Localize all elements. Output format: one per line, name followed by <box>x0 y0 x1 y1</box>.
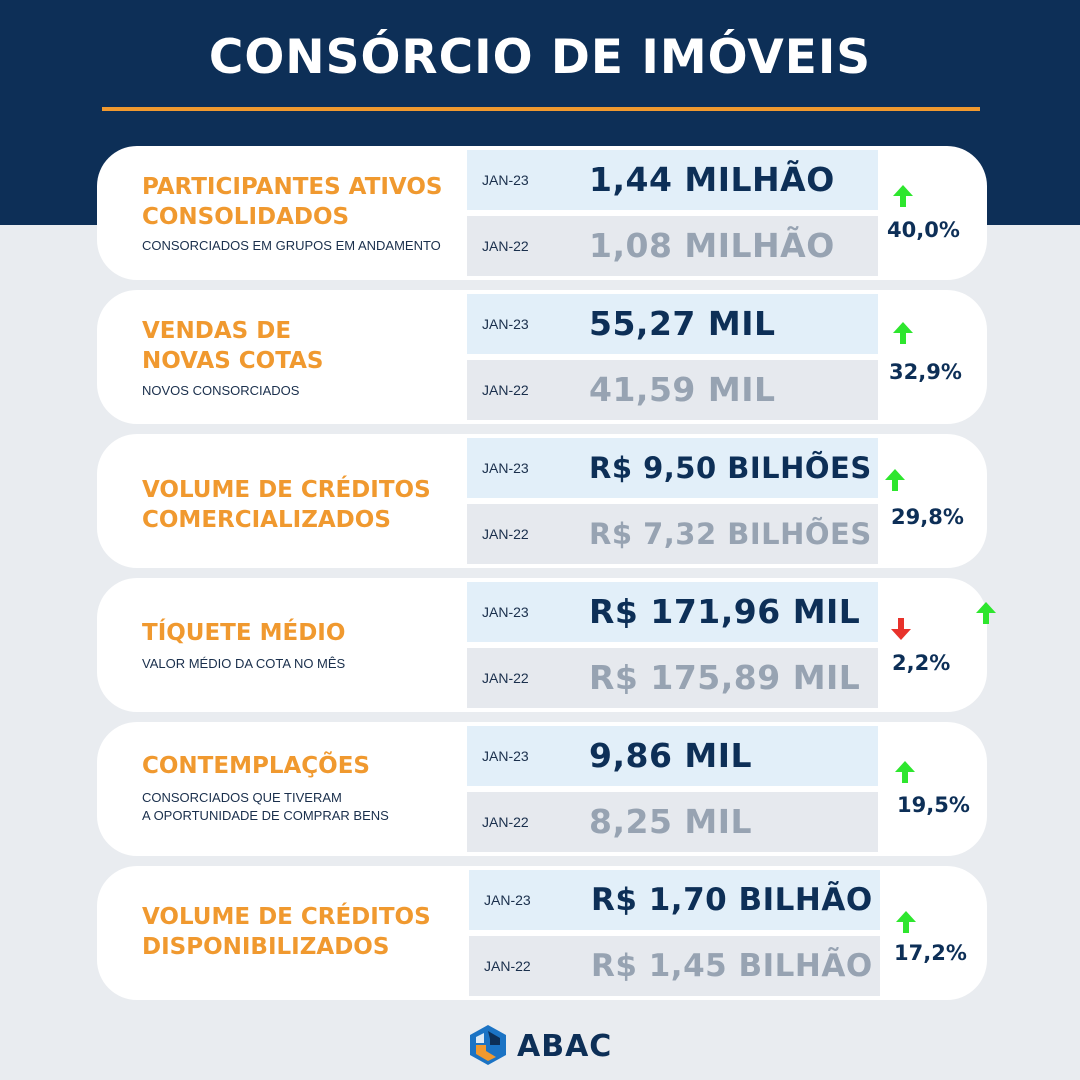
arrow-up-icon <box>893 185 913 207</box>
metric-label-line: VOLUME DE CRÉDITOS <box>142 477 431 503</box>
arrow-up-icon <box>885 469 905 491</box>
logo-text: ABAC <box>517 1029 613 1064</box>
previous-value-cell: JAN-22 41,59 MIL <box>467 360 878 420</box>
period-label-previous: JAN-22 <box>482 814 529 830</box>
metric-label: VENDAS DE NOVAS COTAS <box>142 316 324 376</box>
previous-value: R$ 1,45 BILHÃO <box>591 948 873 984</box>
current-value-cell: JAN-23 R$ 171,96 MIL <box>467 582 878 642</box>
previous-value: R$ 7,32 BILHÕES <box>589 517 872 551</box>
metric-label: PARTICIPANTES ATIVOS CONSOLIDADOS <box>142 172 442 232</box>
metric-label-line: VENDAS DE <box>142 318 292 344</box>
metric-card-volume-disponibilizados: VOLUME DE CRÉDITOS DISPONIBILIZADOS JAN-… <box>97 866 987 1000</box>
current-value: 9,86 MIL <box>589 736 753 775</box>
period-label-current: JAN-23 <box>484 892 531 908</box>
period-label-current: JAN-23 <box>482 460 529 476</box>
metric-label-line: TÍQUETE MÉDIO <box>142 620 346 646</box>
metric-card-tiquete-medio: TÍQUETE MÉDIO VALOR MÉDIO DA COTA NO MÊS… <box>97 578 987 712</box>
current-value: R$ 171,96 MIL <box>589 592 861 631</box>
period-label-previous: JAN-22 <box>484 958 531 974</box>
period-label-current: JAN-23 <box>482 604 529 620</box>
metric-subtitle: CONSORCIADOS QUE TIVERAM A OPORTUNIDADE … <box>142 789 389 825</box>
previous-value-cell: JAN-22 R$ 7,32 BILHÕES <box>467 504 878 564</box>
previous-value-cell: JAN-22 8,25 MIL <box>467 792 878 852</box>
arrow-up-icon <box>893 322 913 344</box>
metric-card-contemplacoes: CONTEMPLAÇÕES CONSORCIADOS QUE TIVERAM A… <box>97 722 987 856</box>
metric-subtitle-line: CONSORCIADOS QUE TIVERAM <box>142 790 342 805</box>
metric-label: VOLUME DE CRÉDITOS DISPONIBILIZADOS <box>142 902 431 962</box>
previous-value: 8,25 MIL <box>589 802 753 841</box>
metric-card-vendas: VENDAS DE NOVAS COTAS NOVOS CONSORCIADOS… <box>97 290 987 424</box>
current-value-cell: JAN-23 1,44 MILHÃO <box>467 150 878 210</box>
abac-logo-icon <box>470 1025 506 1065</box>
change-percentage: 19,5% <box>897 793 970 817</box>
current-value: R$ 9,50 BILHÕES <box>589 451 872 485</box>
metric-label-line: CONTEMPLAÇÕES <box>142 753 370 779</box>
metric-label-line: CONSOLIDADOS <box>142 204 350 230</box>
period-label-current: JAN-23 <box>482 316 529 332</box>
period-label-current: JAN-23 <box>482 172 529 188</box>
previous-value: 1,08 MILHÃO <box>589 226 835 265</box>
metric-label-line: VOLUME DE CRÉDITOS <box>142 904 431 930</box>
current-value: R$ 1,70 BILHÃO <box>591 882 873 918</box>
metric-card-volume-comercializados: VOLUME DE CRÉDITOS COMERCIALIZADOS JAN-2… <box>97 434 987 568</box>
metric-label-line: PARTICIPANTES ATIVOS <box>142 174 443 200</box>
current-value: 1,44 MILHÃO <box>589 160 835 199</box>
metric-subtitle-line: A OPORTUNIDADE DE COMPRAR BENS <box>142 808 389 823</box>
title-divider <box>102 107 980 111</box>
change-percentage: 40,0% <box>887 218 960 242</box>
current-value-cell: JAN-23 R$ 1,70 BILHÃO <box>469 870 880 930</box>
current-value-cell: JAN-23 55,27 MIL <box>467 294 878 354</box>
arrow-up-icon <box>896 911 916 933</box>
metric-subtitle: NOVOS CONSORCIADOS <box>142 383 300 398</box>
metric-label: CONTEMPLAÇÕES <box>142 751 370 781</box>
metric-label-line: DISPONIBILIZADOS <box>142 934 390 960</box>
previous-value: 41,59 MIL <box>589 370 776 409</box>
period-label-previous: JAN-22 <box>482 382 529 398</box>
previous-value: R$ 175,89 MIL <box>589 658 861 697</box>
arrow-up-icon <box>976 602 996 624</box>
change-percentage: 17,2% <box>894 941 967 965</box>
current-value-cell: JAN-23 9,86 MIL <box>467 726 878 786</box>
period-label-previous: JAN-22 <box>482 526 529 542</box>
metric-label: VOLUME DE CRÉDITOS COMERCIALIZADOS <box>142 475 431 535</box>
arrow-up-icon <box>895 761 915 783</box>
metric-subtitle: CONSORCIADOS EM GRUPOS EM ANDAMENTO <box>142 238 441 253</box>
current-value-cell: JAN-23 R$ 9,50 BILHÕES <box>467 438 878 498</box>
arrow-down-icon <box>891 618 911 640</box>
period-label-current: JAN-23 <box>482 748 529 764</box>
previous-value-cell: JAN-22 1,08 MILHÃO <box>467 216 878 276</box>
previous-value-cell: JAN-22 R$ 1,45 BILHÃO <box>469 936 880 996</box>
previous-value-cell: JAN-22 R$ 175,89 MIL <box>467 648 878 708</box>
metric-label-line: NOVAS COTAS <box>142 348 324 374</box>
metric-card-participantes: PARTICIPANTES ATIVOS CONSOLIDADOS CONSOR… <box>97 146 987 280</box>
metric-label: TÍQUETE MÉDIO <box>142 618 345 648</box>
change-percentage: 32,9% <box>889 360 962 384</box>
change-percentage: 2,2% <box>892 651 951 675</box>
period-label-previous: JAN-22 <box>482 238 529 254</box>
abac-logo: ABAC <box>466 1023 616 1067</box>
period-label-previous: JAN-22 <box>482 670 529 686</box>
metric-label-line: COMERCIALIZADOS <box>142 507 391 533</box>
current-value: 55,27 MIL <box>589 304 776 343</box>
page-title: CONSÓRCIO DE IMÓVEIS <box>208 30 872 85</box>
change-percentage: 29,8% <box>891 505 964 529</box>
metric-subtitle: VALOR MÉDIO DA COTA NO MÊS <box>142 656 346 671</box>
